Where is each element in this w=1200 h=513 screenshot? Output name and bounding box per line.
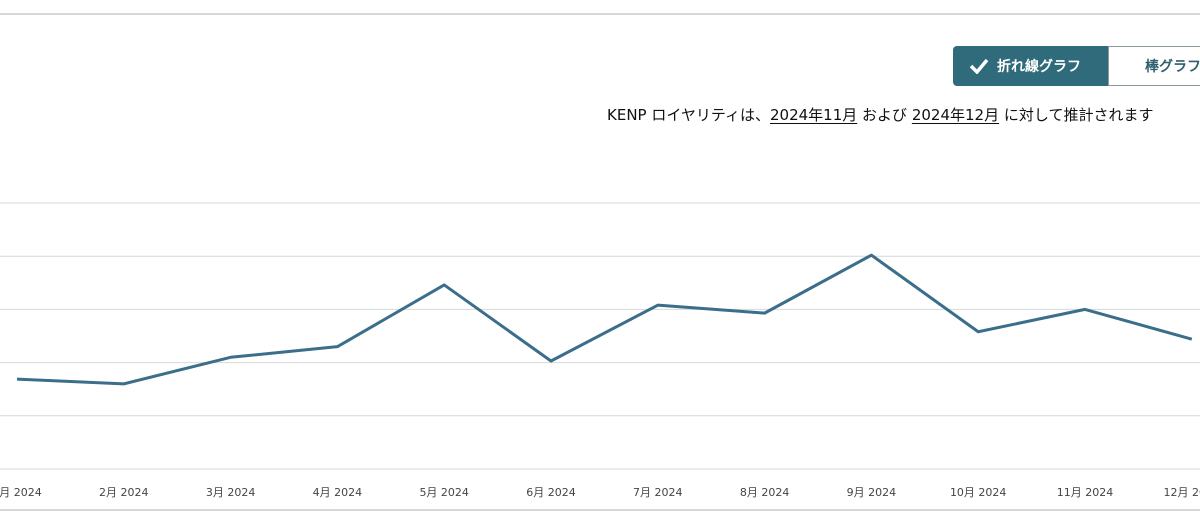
bottom-rule xyxy=(0,509,1200,511)
x-tick-label: 10月 2024 xyxy=(950,486,1007,499)
bar-chart-toggle[interactable]: 棒グラフ xyxy=(1108,46,1200,86)
toggle-label: 棒グラフ xyxy=(1145,59,1200,75)
x-tick-label: 7月 2024 xyxy=(633,486,683,499)
check-icon xyxy=(969,58,989,74)
x-tick-label: 12月 2024 xyxy=(1164,486,1200,499)
data-line xyxy=(16,253,1193,386)
x-tick-label: 3月 2024 xyxy=(206,486,256,499)
x-tick-label: 4月 2024 xyxy=(313,486,363,499)
notice-text: に対して推計されます xyxy=(1003,106,1154,124)
x-tick-label: 1月 2024 xyxy=(0,486,42,499)
month-link[interactable]: 2024年12月 xyxy=(911,106,1000,124)
notice-text: KENP ロイヤリティは、 xyxy=(607,106,770,124)
notice: KENP ロイヤリティは、2024年11月 および 2024年12月 に対して推… xyxy=(607,104,1153,125)
line-chart-toggle[interactable]: 折れ線グラフ xyxy=(953,46,1109,86)
x-tick-label: 9月 2024 xyxy=(847,486,897,499)
x-tick-label: 6月 2024 xyxy=(526,486,576,499)
month-link[interactable]: 2024年11月 xyxy=(770,106,858,124)
toggle-label: 折れ線グラフ xyxy=(997,59,1081,75)
x-tick-label: 2月 2024 xyxy=(99,486,149,499)
x-tick-label: 11月 2024 xyxy=(1057,486,1114,499)
x-tick-label: 5月 2024 xyxy=(419,486,469,499)
top-rule xyxy=(0,13,1200,15)
notice-text: および xyxy=(862,106,908,124)
x-tick-label: 8月 2024 xyxy=(740,486,790,499)
